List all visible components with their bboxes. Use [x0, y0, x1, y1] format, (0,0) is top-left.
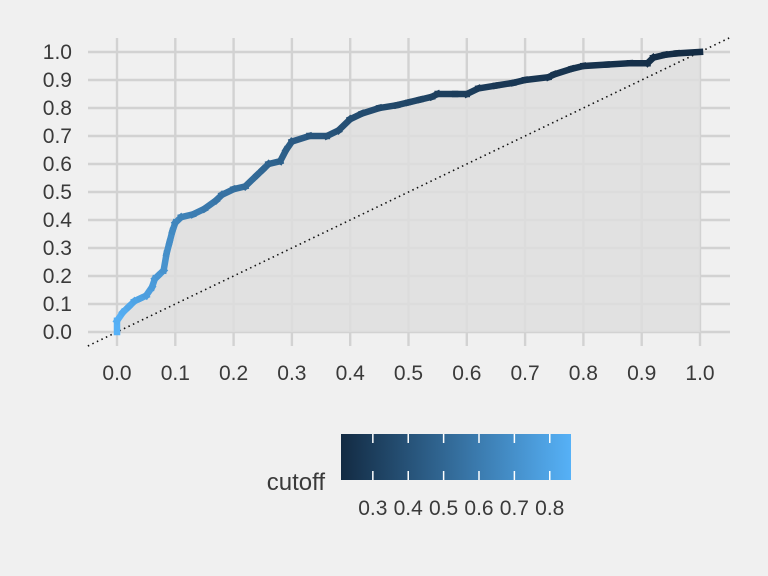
legend-tick-marks — [372, 434, 551, 480]
x-tick-label: 0.8 — [569, 362, 598, 385]
y-tick-label: 0.6 — [43, 153, 72, 176]
x-tick-label: 0.2 — [219, 362, 248, 385]
cutoff-legend: cutoff 0.3 0.4 0.5 0.6 0.7 0.8 — [267, 434, 571, 520]
x-tick-label: 0.9 — [627, 362, 656, 385]
legend-tick-labels: 0.3 0.4 0.5 0.6 0.7 0.8 — [358, 497, 564, 520]
legend-tick-label: 0.4 — [394, 497, 424, 520]
x-tick-label: 0.5 — [394, 362, 423, 385]
roc-curve-segment — [579, 61, 611, 70]
x-tick-label: 0.4 — [336, 362, 366, 385]
x-tick-label: 0.6 — [452, 362, 481, 385]
roc-curve — [112, 48, 704, 336]
legend-colorbar — [341, 434, 571, 480]
legend-tick-label: 0.7 — [500, 497, 529, 520]
x-tick-label: 0.3 — [277, 362, 306, 385]
reference-diagonal-line — [87, 37, 730, 347]
legend-tick-label: 0.6 — [464, 497, 493, 520]
y-tick-label: 0.3 — [43, 237, 72, 260]
roc-curve-segment — [603, 59, 634, 69]
x-tick-label: 0.1 — [161, 362, 190, 385]
x-tick-label: 0.7 — [510, 362, 539, 385]
legend-title: cutoff — [267, 469, 326, 496]
roc-curve-segment — [521, 73, 553, 84]
y-tick-label: 0.4 — [43, 209, 73, 232]
x-axis-tick-labels: 0.0 0.1 0.2 0.3 0.4 0.5 0.6 0.7 0.8 0.9 1.0 — [102, 362, 714, 385]
legend-tick-label: 0.8 — [535, 497, 564, 520]
y-tick-label: 0.2 — [43, 265, 72, 288]
roc-curve-segment — [673, 48, 704, 57]
y-axis-tick-labels: 0.0 0.1 0.2 0.3 0.4 0.5 0.6 0.7 0.8 0.9 1.0 — [43, 41, 73, 344]
y-tick-label: 0.1 — [43, 293, 72, 316]
y-tick-label: 0.5 — [43, 181, 72, 204]
legend-tick-label: 0.3 — [358, 497, 387, 520]
y-tick-label: 0.0 — [43, 321, 72, 344]
legend-tick-label: 0.5 — [429, 497, 458, 520]
y-tick-label: 0.7 — [43, 125, 72, 148]
x-tick-label: 0.0 — [102, 362, 131, 385]
y-tick-label: 0.9 — [43, 69, 72, 92]
y-tick-label: 0.8 — [43, 97, 72, 120]
x-tick-label: 1.0 — [685, 362, 714, 385]
y-tick-label: 1.0 — [43, 41, 72, 64]
